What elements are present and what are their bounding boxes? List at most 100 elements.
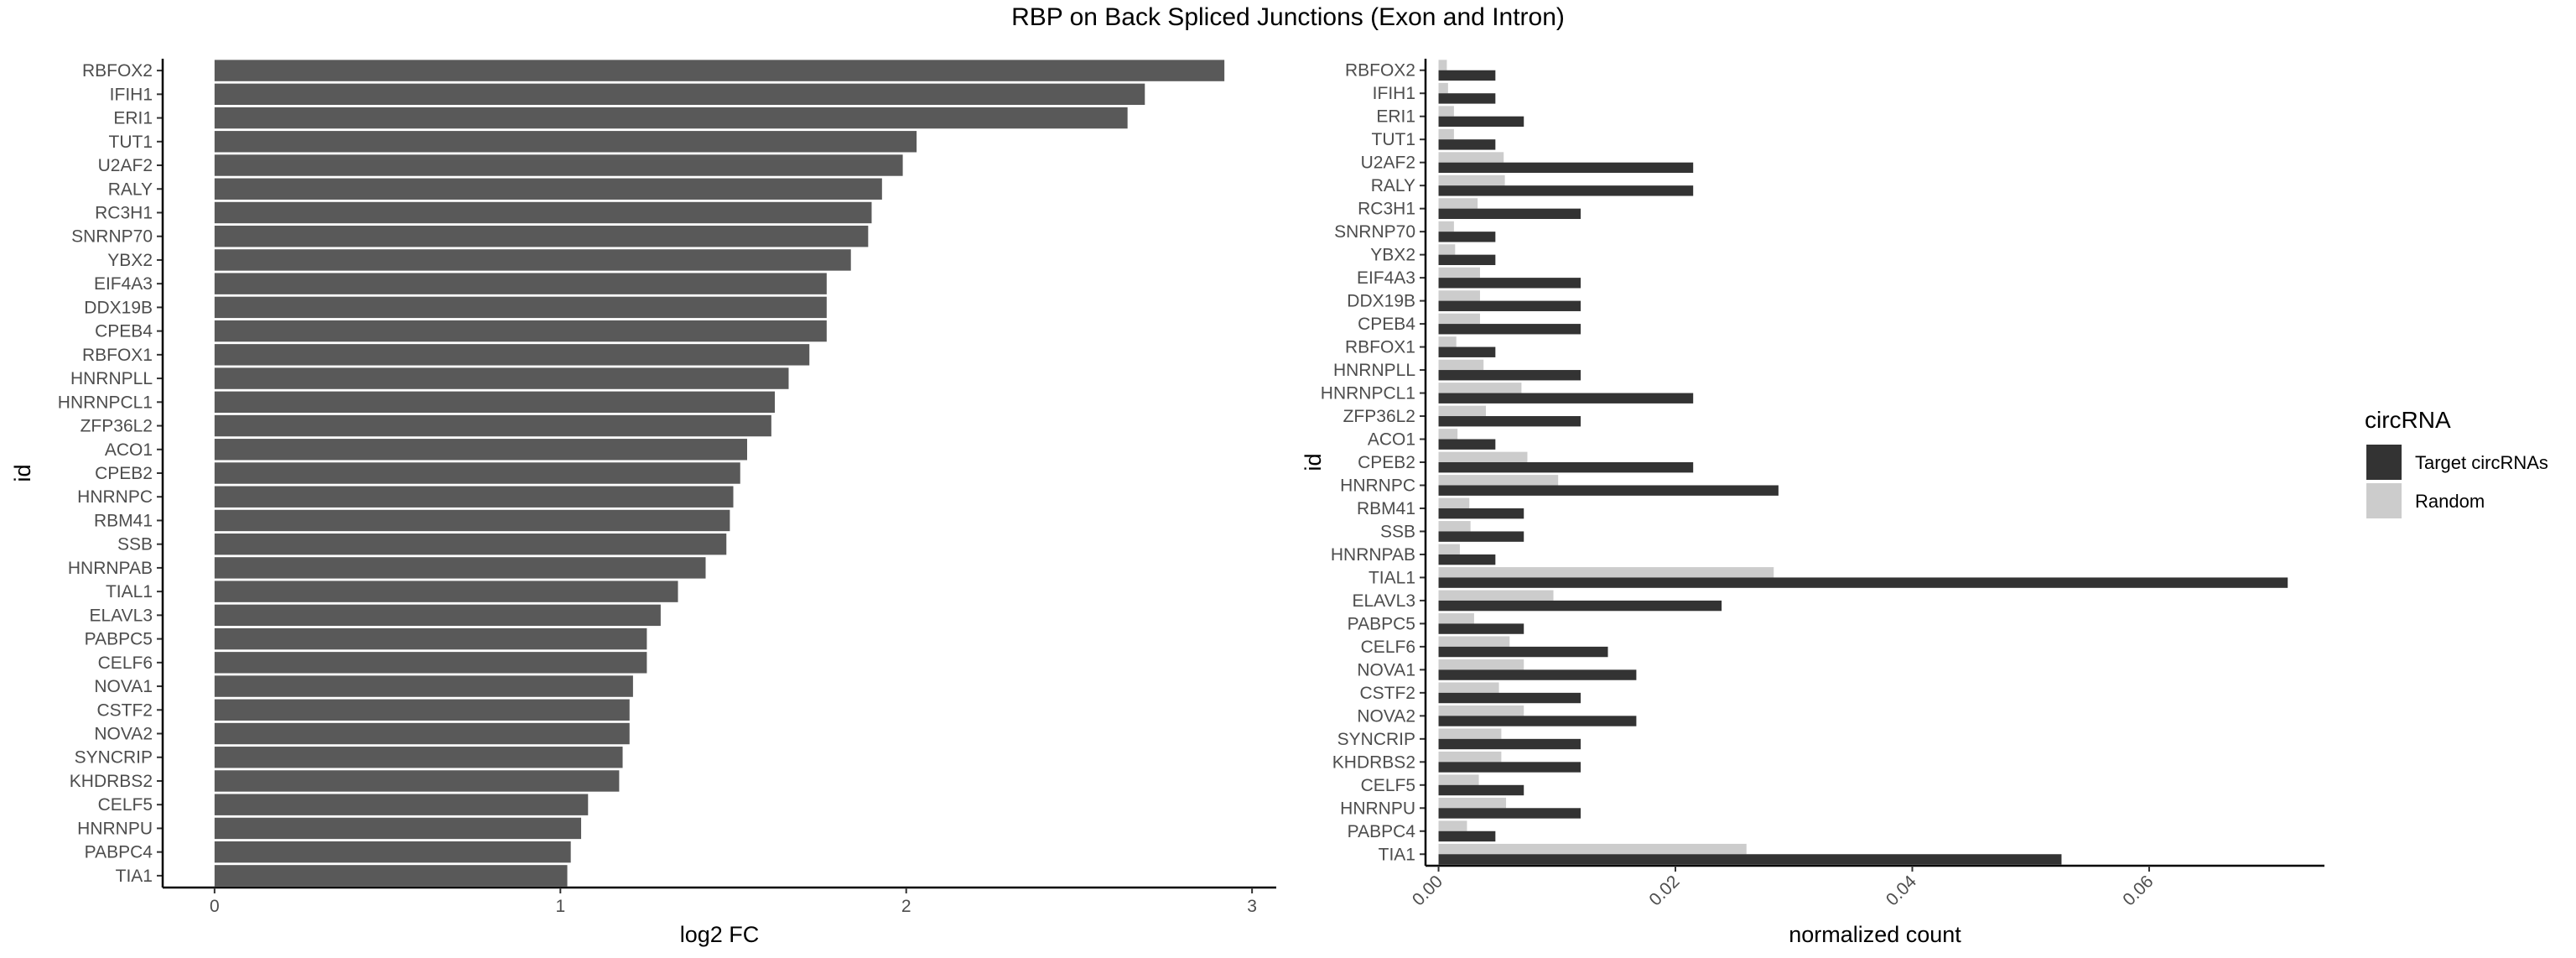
y-tick-label-khdrbs2: KHDRBS2 [1332,752,1415,772]
y-tick-label-cpeb2: CPEB2 [1358,453,1415,472]
bar-log2fc-eif4a3 [214,273,827,294]
legend-label-random: Random [2415,491,2485,512]
legend-swatch-random [2366,483,2402,518]
bar-random-nova2 [1438,705,1524,716]
bar-random-pabpc4 [1438,820,1467,831]
bar-target-hnrnpu [1438,808,1581,819]
bar-target-khdrbs2 [1438,762,1581,773]
y-tick-label-rbfox2: RBFOX2 [1345,61,1415,81]
bar-target-tia1 [1438,854,2062,865]
x-tick-label: 2 [901,897,911,916]
x-tick-label: 1 [555,897,565,916]
bar-log2fc-hnrnpab [214,557,706,579]
bar-random-ddx19b [1438,290,1480,301]
y-tick-label-ddx19b: DDX19B [1347,292,1415,311]
bar-target-aco1 [1438,439,1496,450]
x-tick-label: 0.06 [2119,872,2157,909]
y-tick-label-hnrnpcl1: HNRNPCL1 [58,393,153,412]
bar-random-hnrnpc [1438,475,1559,486]
bar-log2fc-celf6 [214,652,647,674]
y-tick-label-ifih1: IFIH1 [110,85,153,104]
bar-random-pabpc5 [1438,613,1474,624]
y-tick-label-rbm41: RBM41 [94,511,153,530]
bar-target-rbfox2 [1438,70,1496,81]
bar-log2fc-aco1 [214,439,747,461]
bar-target-tial1 [1438,577,2288,588]
bar-target-cpeb2 [1438,462,1694,473]
y-tick-label-u2af2: U2AF2 [1361,154,1415,173]
bar-target-syncrip [1438,738,1581,750]
bar-target-celf5 [1438,784,1524,796]
y-tick-label-nova2: NOVA2 [94,725,153,744]
bar-log2fc-hnrnpll [214,367,789,389]
x-axis-title: log2 FC [680,922,760,947]
bar-random-ifih1 [1438,82,1448,94]
bar-random-u2af2 [1438,152,1504,163]
y-tick-label-tia1: TIA1 [116,867,153,886]
bar-random-hnrnpcl1 [1438,383,1522,393]
bar-log2fc-eri1 [214,107,1128,129]
y-tick-label-celf5: CELF5 [1361,776,1415,795]
y-tick-label-nova1: NOVA1 [1357,660,1415,679]
bar-target-eri1 [1438,116,1524,128]
bar-target-zfp36l2 [1438,416,1581,427]
y-tick-label-celf6: CELF6 [1361,638,1415,657]
y-tick-label-hnrnpu: HNRNPU [1340,799,1415,818]
bar-random-ybx2 [1438,244,1456,255]
bar-target-rc3h1 [1438,208,1581,220]
bar-random-nova1 [1438,659,1524,670]
bar-log2fc-snrnp70 [214,226,869,247]
bar-log2fc-cpeb2 [214,462,740,484]
x-tick-label: 0.04 [1883,872,1920,909]
legend-swatch-target-circrnas [2366,445,2402,480]
y-tick-label-zfp36l2: ZFP36L2 [80,417,153,436]
y-tick-label-celf5: CELF5 [98,795,153,815]
y-tick-label-hnrnpab: HNRNPAB [68,559,153,578]
y-tick-label-ddx19b: DDX19B [84,298,153,317]
x-tick-label: 0.02 [1645,872,1683,909]
bar-random-cstf2 [1438,682,1499,693]
bar-random-zfp36l2 [1438,405,1487,417]
y-tick-label-khdrbs2: KHDRBS2 [70,772,153,791]
y-tick-label-hnrnpab: HNRNPAB [1331,545,1415,565]
bar-target-elavl3 [1438,600,1722,612]
x-tick-label: 0.00 [1409,872,1446,909]
y-tick-label-pabpc5: PABPC5 [85,630,153,649]
bar-target-hnrnpll [1438,370,1581,381]
bar-random-ssb [1438,521,1471,532]
bar-random-rbm41 [1438,497,1470,508]
bar-log2fc-zfp36l2 [214,414,771,437]
bar-log2fc-elavl3 [214,604,661,627]
y-tick-label-tial1: TIAL1 [106,582,153,601]
y-tick-label-aco1: ACO1 [105,440,153,460]
bar-log2fc-u2af2 [214,154,903,176]
bar-target-hnrnpcl1 [1438,393,1694,404]
y-tick-label-aco1: ACO1 [1368,430,1415,450]
bar-random-eif4a3 [1438,267,1480,279]
bar-log2fc-nova1 [214,675,633,697]
y-tick-label-ssb: SSB [117,535,153,554]
y-axis-title: id [1301,453,1326,471]
bar-random-rbfox2 [1438,60,1447,70]
y-tick-label-snrnp70: SNRNP70 [1334,222,1415,242]
bar-target-ybx2 [1438,254,1496,265]
chart-title: RBP on Back Spliced Junctions (Exon and … [1011,3,1565,31]
bar-random-cpeb4 [1438,313,1480,325]
bar-log2fc-pabpc4 [214,841,571,863]
bar-random-celf6 [1438,636,1510,647]
bar-target-ssb [1438,531,1524,542]
y-tick-label-eri1: ERI1 [113,109,153,128]
y-axis-title: id [10,464,35,482]
bar-random-hnrnpll [1438,359,1484,371]
bar-log2fc-ybx2 [214,249,851,271]
y-tick-label-celf6: CELF6 [98,653,153,673]
y-tick-label-tial1: TIAL1 [1368,568,1415,587]
bar-target-cpeb4 [1438,324,1581,335]
y-tick-label-tia1: TIA1 [1379,845,1415,864]
bar-target-pabpc5 [1438,623,1524,634]
bar-target-hnrnpab [1438,554,1496,565]
bar-target-rbfox1 [1438,346,1496,357]
right-panel-normalized-count: RBFOX2 IFIH1 ERI1 TUT1 U2AF2 RALY RC3H1 SNRNP70… [1301,59,2324,947]
bar-target-nova1 [1438,669,1637,680]
